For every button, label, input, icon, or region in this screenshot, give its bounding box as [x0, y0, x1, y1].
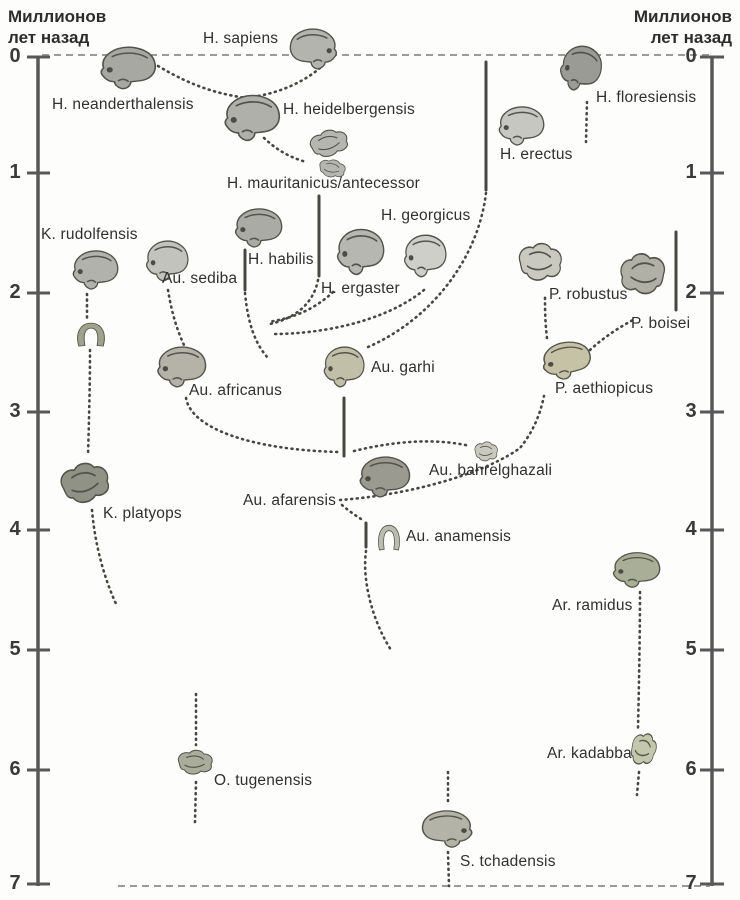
h-georgicus-skull-icon [403, 234, 447, 278]
lineage-links [85, 64, 642, 888]
p-aethiopicus-skull-icon [539, 338, 594, 383]
label-au-africanus: Au. africanus [189, 382, 283, 399]
au-garhi-skull-icon [323, 346, 365, 388]
label-ar-ramidus: Ar. ramidus [552, 597, 633, 614]
au-anamensis-jaw-icon [378, 524, 400, 551]
label-h-ergaster: H. ergaster [321, 280, 400, 297]
h-erectus-skull-icon [498, 106, 545, 146]
label-h-heidelbergensis: H. heidelbergensis [283, 101, 415, 118]
label-au-anamensis: Au. anamensis [406, 528, 512, 545]
label-p-aethiopicus: P. aethiopicus [555, 380, 654, 397]
h-neanderthalensis-skull-icon [100, 46, 157, 90]
label-h-neanderthalensis: H. neanderthalensis [52, 96, 194, 113]
left-axis-title-line2: лет назад [8, 28, 90, 48]
lineage-solid-segments [243, 60, 678, 549]
left-axis-tick-label-3: 3 [9, 400, 21, 422]
label-au-bahrelghazali: Au. bahrelghazali [429, 462, 553, 479]
h-ergaster-skull-icon [336, 228, 385, 276]
label-au-sediba: Au. sediba [162, 270, 238, 287]
right-axis-tick-label-6: 6 [685, 758, 697, 780]
label-s-tchadensis: S. tchadensis [460, 853, 556, 870]
label-h-erectus: H. erectus [500, 146, 573, 163]
h-mauritanicus-fossil-icon [307, 125, 351, 180]
right-axis-tick-label-1: 1 [685, 161, 697, 183]
right-axis-title: Миллионов лет назад [602, 6, 732, 49]
left-axis-title-line1: Миллионов [8, 7, 107, 26]
ar-kadabba-fossil-icon [626, 729, 661, 769]
right-axis-tick-label-0: 0 [685, 45, 697, 67]
left-axis-title: Миллионов лет назад [8, 6, 140, 49]
fossil-illustrations [57, 28, 666, 848]
left-axis-tick-label-6: 6 [9, 758, 21, 780]
right-axis [700, 55, 724, 886]
label-au-garhi: Au. garhi [371, 359, 435, 376]
k-platyops-skull-icon [57, 458, 113, 508]
o-tugenensis-fossil-icon [177, 749, 213, 775]
left-axis [27, 55, 50, 886]
au-bahrelghazali-fossil-icon [474, 441, 498, 462]
right-axis-tick-label-5: 5 [685, 638, 697, 660]
label-h-georgicus: H. georgicus [381, 207, 471, 224]
right-axis-tick-label-7: 7 [685, 872, 697, 894]
label-h-sapiens: H. sapiens [203, 30, 279, 47]
p-robustus-fossil-icon [518, 242, 563, 281]
right-axis-tick-label-4: 4 [685, 518, 697, 540]
left-axis-tick-label-7: 7 [9, 872, 21, 894]
s-tchadensis-skull-icon [421, 810, 473, 848]
label-k-platyops: K. platyops [103, 505, 182, 522]
h-sapiens-skull-icon [289, 28, 338, 70]
left-axis-tick-label-0: 0 [9, 45, 21, 67]
label-o-tugenensis: O. tugenensis [214, 772, 313, 789]
h-habilis-skull-icon [234, 208, 283, 248]
k-rudolfensis-skull-icon [72, 250, 119, 290]
left-axis-tick-label-2: 2 [9, 281, 21, 303]
k-rudolfensis-jaw-icon [77, 322, 105, 347]
label-h-mauritanicus: H. mauritanicus/antecessor [227, 175, 421, 192]
label-au-afarensis: Au. afarensis [243, 492, 337, 509]
label-p-robustus: P. robustus [549, 286, 628, 303]
label-ar-kadabba: Ar. kadabba [547, 745, 632, 762]
right-axis-title-line1: Миллионов [633, 7, 732, 26]
label-h-floresiensis: H. floresiensis [596, 89, 697, 106]
left-axis-tick-label-4: 4 [9, 518, 21, 540]
right-axis-title-line2: лет назад [650, 28, 732, 48]
label-p-boisei: P. boisei [631, 315, 691, 332]
label-k-rudolfensis: K. rudolfensis [41, 226, 138, 243]
label-h-habilis: H. habilis [248, 251, 314, 268]
right-axis-tick-label-3: 3 [685, 400, 697, 422]
h-floresiensis-skull-icon [556, 41, 606, 96]
ar-ramidus-skull-icon [612, 551, 661, 588]
left-axis-tick-label-5: 5 [9, 638, 21, 660]
au-africanus-skull-icon [157, 346, 207, 388]
h-heidelbergensis-skull-icon [224, 94, 281, 142]
right-axis-tick-label-2: 2 [685, 281, 697, 303]
left-axis-tick-label-1: 1 [9, 161, 21, 183]
